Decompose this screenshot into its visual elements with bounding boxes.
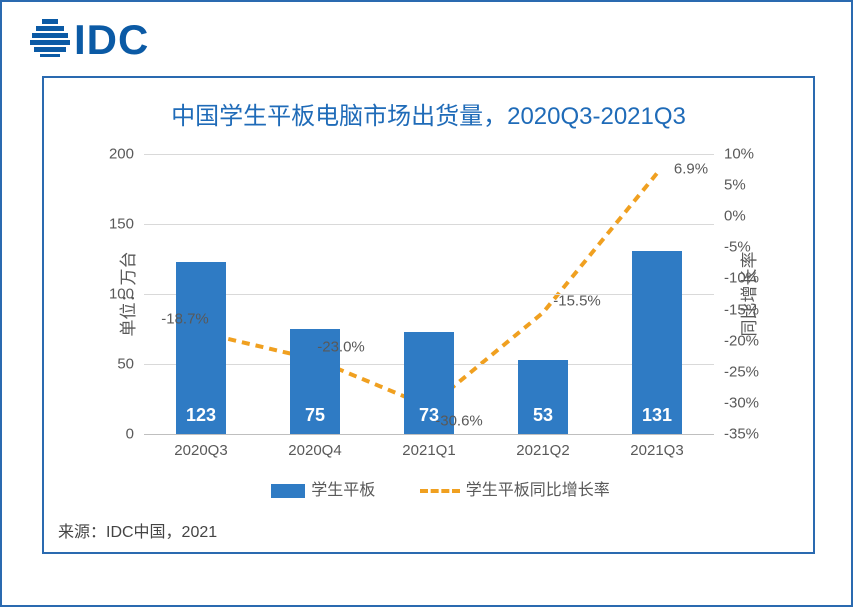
y-right-tick: -5% xyxy=(724,239,774,256)
logo-bars-icon xyxy=(30,19,70,62)
legend: 学生平板 学生平板同比增长率 xyxy=(44,476,813,500)
chart-title: 中国学生平板电脑市场出货量，2020Q3-2021Q3 xyxy=(44,96,813,131)
bar-value-label: 131 xyxy=(632,405,682,426)
bar-value-label: 53 xyxy=(518,405,568,426)
y-right-tick: 5% xyxy=(724,177,774,194)
y-left-tick: 100 xyxy=(94,286,134,303)
line-value-label: 6.9% xyxy=(674,161,708,178)
plot-area: 单位：万台 同比增长率 050100150200-35%-30%-25%-20%… xyxy=(144,154,714,435)
legend-line-label: 学生平板同比增长率 xyxy=(466,482,610,499)
legend-line-swatch xyxy=(420,489,460,493)
x-category-label: 2021Q2 xyxy=(486,442,600,459)
y-right-tick: -25% xyxy=(724,363,774,380)
y-right-tick: -20% xyxy=(724,332,774,349)
idc-logo: IDC xyxy=(30,16,149,64)
legend-bar-swatch xyxy=(271,484,305,498)
y-left-tick: 200 xyxy=(94,146,134,163)
bar-value-label: 123 xyxy=(176,405,226,426)
bar: 131 xyxy=(632,251,682,434)
gridline xyxy=(144,224,714,225)
x-category-label: 2020Q3 xyxy=(144,442,258,459)
bar-value-label: 75 xyxy=(290,405,340,426)
y-right-tick: 10% xyxy=(724,146,774,163)
y-right-tick: -10% xyxy=(724,270,774,287)
gridline xyxy=(144,154,714,155)
source-text: 来源：IDC中国，2021 xyxy=(58,518,217,542)
x-category-label: 2021Q3 xyxy=(600,442,714,459)
y-left-tick: 50 xyxy=(94,356,134,373)
bar: 123 xyxy=(176,262,226,434)
logo-text: IDC xyxy=(74,16,149,64)
line-value-label: -18.7% xyxy=(161,310,209,327)
chart-container: 中国学生平板电脑市场出货量，2020Q3-2021Q3 单位：万台 同比增长率 … xyxy=(42,76,815,554)
gridline xyxy=(144,294,714,295)
y-left-tick: 0 xyxy=(94,426,134,443)
y-right-tick: -15% xyxy=(724,301,774,318)
y-axis-right-label: 同比增长率 xyxy=(735,252,760,337)
legend-bar-label: 学生平板 xyxy=(311,482,375,499)
x-category-label: 2021Q1 xyxy=(372,442,486,459)
y-right-tick: -30% xyxy=(724,394,774,411)
y-right-tick: 0% xyxy=(724,208,774,225)
line-value-label: -23.0% xyxy=(317,339,365,356)
bar: 53 xyxy=(518,360,568,434)
x-category-label: 2020Q4 xyxy=(258,442,372,459)
y-left-tick: 150 xyxy=(94,216,134,233)
line-value-label: -15.5% xyxy=(553,292,601,309)
y-right-tick: -35% xyxy=(724,426,774,443)
outer-frame: IDC 中国学生平板电脑市场出货量，2020Q3-2021Q3 单位：万台 同比… xyxy=(0,0,853,607)
line-value-label: -30.6% xyxy=(435,412,483,429)
